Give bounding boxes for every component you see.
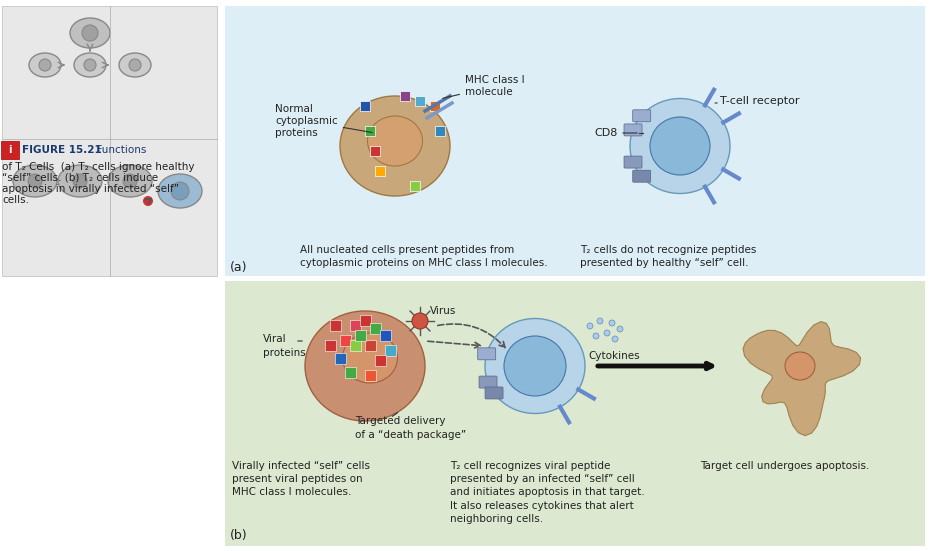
Circle shape — [28, 174, 42, 188]
Ellipse shape — [13, 165, 57, 197]
FancyBboxPatch shape — [633, 170, 651, 182]
FancyBboxPatch shape — [479, 376, 497, 388]
FancyBboxPatch shape — [375, 166, 385, 176]
Ellipse shape — [70, 18, 110, 48]
FancyBboxPatch shape — [330, 320, 341, 331]
Ellipse shape — [108, 165, 152, 197]
Text: MHC class I
molecule: MHC class I molecule — [443, 75, 525, 99]
Circle shape — [593, 333, 599, 339]
Text: apoptosis in virally infected “self”: apoptosis in virally infected “self” — [2, 184, 179, 194]
FancyBboxPatch shape — [365, 340, 376, 351]
Circle shape — [604, 330, 610, 336]
FancyBboxPatch shape — [360, 315, 371, 326]
Circle shape — [609, 320, 615, 326]
Ellipse shape — [119, 53, 151, 77]
FancyBboxPatch shape — [355, 330, 366, 341]
Circle shape — [612, 336, 618, 342]
Circle shape — [143, 196, 153, 206]
Text: (a): (a) — [230, 261, 248, 274]
Ellipse shape — [29, 53, 61, 77]
Ellipse shape — [305, 311, 425, 421]
FancyBboxPatch shape — [400, 91, 410, 101]
Ellipse shape — [485, 318, 585, 413]
Circle shape — [82, 25, 98, 41]
FancyBboxPatch shape — [360, 101, 370, 111]
FancyBboxPatch shape — [385, 345, 396, 356]
Ellipse shape — [504, 336, 566, 396]
Ellipse shape — [368, 116, 423, 166]
Ellipse shape — [343, 333, 398, 383]
FancyBboxPatch shape — [375, 355, 386, 366]
FancyBboxPatch shape — [365, 126, 375, 136]
FancyBboxPatch shape — [350, 340, 361, 351]
FancyBboxPatch shape — [633, 110, 651, 122]
Circle shape — [129, 59, 141, 71]
FancyBboxPatch shape — [415, 96, 425, 106]
Text: i: i — [8, 145, 12, 155]
Circle shape — [84, 59, 96, 71]
FancyBboxPatch shape — [225, 281, 925, 546]
Ellipse shape — [74, 53, 106, 77]
Text: Viral
proteins: Viral proteins — [263, 334, 305, 358]
Text: T₂ cell recognizes viral peptide
presented by an infected “self” cell
and initia: T₂ cell recognizes viral peptide present… — [450, 461, 644, 524]
Text: All nucleated cells present peptides from
cytoplasmic proteins on MHC class I mo: All nucleated cells present peptides fro… — [300, 245, 547, 268]
Circle shape — [597, 318, 603, 324]
FancyBboxPatch shape — [410, 181, 420, 191]
FancyBboxPatch shape — [624, 156, 642, 168]
Circle shape — [171, 182, 189, 200]
Ellipse shape — [630, 99, 730, 193]
Text: T₂ cells do not recognize peptides
presented by healthy “self” cell.: T₂ cells do not recognize peptides prese… — [580, 245, 756, 268]
FancyBboxPatch shape — [435, 126, 445, 136]
Ellipse shape — [58, 165, 102, 197]
Text: Target cell undergoes apoptosis.: Target cell undergoes apoptosis. — [700, 461, 870, 471]
FancyBboxPatch shape — [430, 101, 440, 111]
Text: FIGURE 15.21: FIGURE 15.21 — [22, 145, 101, 155]
Text: T-cell receptor: T-cell receptor — [720, 96, 800, 106]
FancyBboxPatch shape — [350, 320, 361, 331]
Ellipse shape — [158, 174, 202, 208]
FancyBboxPatch shape — [2, 6, 217, 276]
FancyBboxPatch shape — [365, 370, 376, 381]
FancyBboxPatch shape — [345, 367, 356, 378]
FancyBboxPatch shape — [370, 146, 380, 156]
Text: of T₂ Cells  (a) T₂ cells ignore healthy: of T₂ Cells (a) T₂ cells ignore healthy — [2, 162, 195, 172]
FancyBboxPatch shape — [478, 348, 495, 360]
Text: Virally infected “self” cells
present viral peptides on
MHC class I molecules.: Virally infected “self” cells present vi… — [232, 461, 370, 498]
Ellipse shape — [785, 352, 815, 380]
Circle shape — [412, 313, 428, 329]
Text: Cytokines: Cytokines — [588, 351, 640, 361]
FancyBboxPatch shape — [335, 353, 346, 364]
Text: Functions: Functions — [90, 145, 146, 155]
FancyBboxPatch shape — [370, 323, 381, 334]
Ellipse shape — [340, 96, 450, 196]
Circle shape — [587, 323, 593, 329]
Ellipse shape — [650, 117, 710, 175]
Text: (b): (b) — [230, 529, 248, 542]
Polygon shape — [743, 322, 860, 436]
Text: Targeted delivery
of a “death package”: Targeted delivery of a “death package” — [355, 417, 466, 440]
Circle shape — [39, 59, 51, 71]
Circle shape — [617, 326, 623, 332]
Text: Normal
cytoplasmic
proteins: Normal cytoplasmic proteins — [275, 104, 372, 138]
FancyBboxPatch shape — [225, 6, 925, 276]
FancyBboxPatch shape — [380, 330, 391, 341]
FancyBboxPatch shape — [1, 141, 19, 159]
FancyBboxPatch shape — [485, 387, 503, 399]
FancyBboxPatch shape — [624, 124, 642, 136]
FancyBboxPatch shape — [325, 340, 336, 351]
Circle shape — [73, 174, 87, 188]
Text: “self” cells. (b) T₂ cells induce: “self” cells. (b) T₂ cells induce — [2, 173, 158, 183]
FancyBboxPatch shape — [340, 335, 351, 346]
Circle shape — [123, 174, 137, 188]
Text: cells.: cells. — [2, 195, 29, 205]
Text: Virus: Virus — [430, 306, 456, 316]
Text: CD8: CD8 — [595, 128, 618, 138]
